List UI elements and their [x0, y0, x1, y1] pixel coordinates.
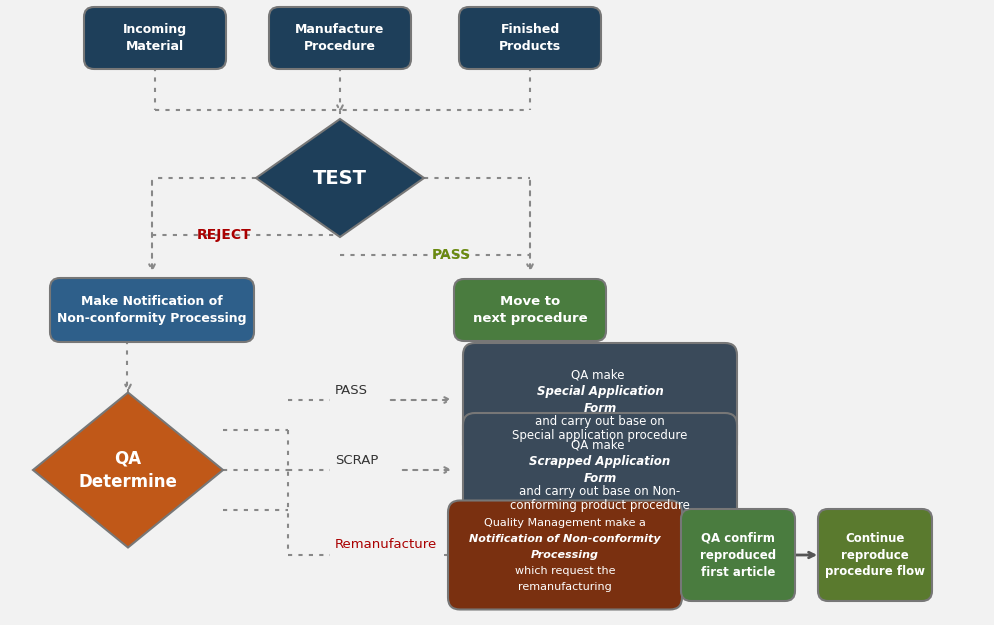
- Text: REJECT: REJECT: [196, 228, 250, 242]
- Text: conforming product procedure: conforming product procedure: [510, 499, 689, 512]
- Text: QA confirm
reproduced
first article: QA confirm reproduced first article: [699, 531, 775, 579]
- Text: PASS: PASS: [431, 248, 470, 262]
- FancyBboxPatch shape: [453, 279, 605, 341]
- Text: which request the: which request the: [514, 566, 614, 576]
- FancyBboxPatch shape: [50, 278, 253, 342]
- Text: Quality Management make a: Quality Management make a: [483, 518, 645, 528]
- FancyBboxPatch shape: [458, 7, 600, 69]
- Text: Form: Form: [582, 401, 616, 414]
- Text: Finished
Products: Finished Products: [498, 23, 561, 53]
- Text: Remanufacture: Remanufacture: [335, 539, 436, 551]
- Text: Move to
next procedure: Move to next procedure: [472, 295, 586, 325]
- FancyBboxPatch shape: [817, 509, 931, 601]
- FancyBboxPatch shape: [447, 501, 681, 609]
- Polygon shape: [255, 119, 423, 237]
- Text: PASS: PASS: [335, 384, 368, 396]
- Text: QA
Determine: QA Determine: [79, 449, 177, 491]
- Text: Form: Form: [582, 471, 616, 484]
- Text: Scrapped Application: Scrapped Application: [529, 456, 670, 469]
- Text: QA make: QA make: [571, 369, 628, 381]
- FancyBboxPatch shape: [462, 413, 737, 527]
- Text: Notification of Non-conformity: Notification of Non-conformity: [469, 534, 660, 544]
- Polygon shape: [33, 392, 223, 548]
- Text: Continue
reproduce
procedure flow: Continue reproduce procedure flow: [824, 531, 924, 579]
- FancyBboxPatch shape: [462, 343, 737, 457]
- Text: Make Notification of
Non-conformity Processing: Make Notification of Non-conformity Proc…: [58, 295, 247, 325]
- Text: and carry out base on: and carry out base on: [535, 416, 664, 429]
- Text: QA make: QA make: [571, 439, 628, 451]
- FancyBboxPatch shape: [83, 7, 226, 69]
- Text: SCRAP: SCRAP: [335, 454, 378, 466]
- Text: Special application procedure: Special application procedure: [512, 429, 687, 442]
- Text: Processing: Processing: [531, 550, 598, 560]
- Text: Incoming
Material: Incoming Material: [123, 23, 187, 53]
- Text: TEST: TEST: [313, 169, 367, 187]
- Text: remanufacturing: remanufacturing: [518, 582, 611, 592]
- Text: and carry out base on Non-: and carry out base on Non-: [519, 486, 680, 499]
- FancyBboxPatch shape: [268, 7, 411, 69]
- FancyBboxPatch shape: [680, 509, 794, 601]
- Text: Manufacture
Procedure: Manufacture Procedure: [295, 23, 385, 53]
- Text: Special Application: Special Application: [536, 386, 663, 399]
